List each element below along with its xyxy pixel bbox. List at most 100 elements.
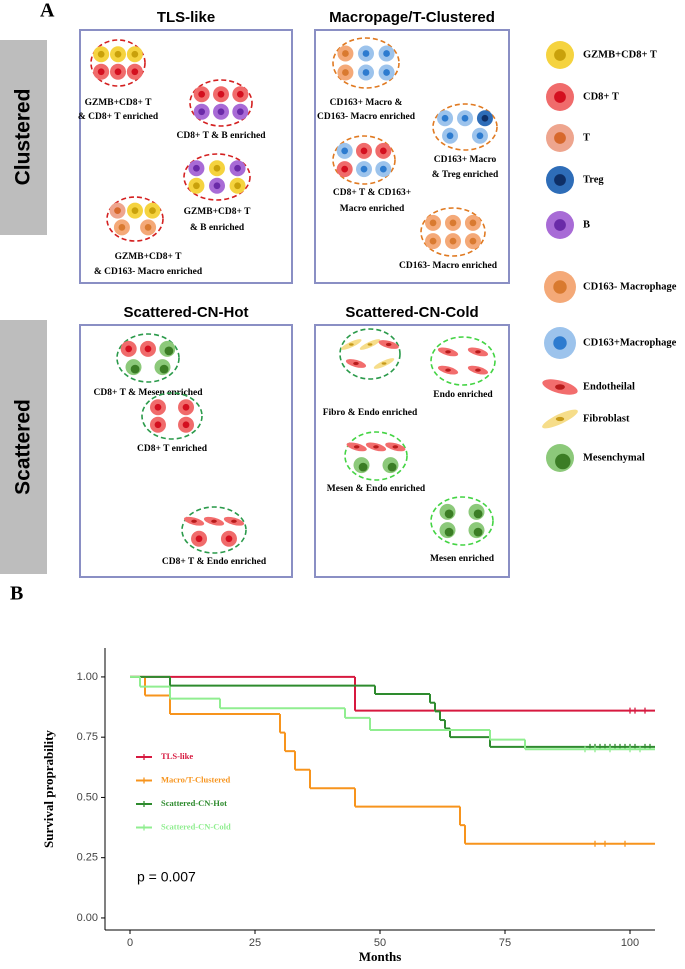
group-label: Fibro & Endo enriched bbox=[323, 408, 418, 418]
cell-nucleus bbox=[131, 207, 139, 214]
cell-nucleus bbox=[353, 361, 359, 366]
row-label: Scattered bbox=[12, 399, 35, 495]
cell-nucleus bbox=[555, 416, 565, 422]
cell-nucleus bbox=[97, 50, 105, 58]
cell-nucleus bbox=[469, 219, 477, 227]
cell-nucleus bbox=[131, 68, 139, 76]
cell-nucleus bbox=[236, 108, 244, 116]
cell-nucleus bbox=[182, 403, 190, 411]
row-band bbox=[0, 320, 47, 574]
cell-nucleus bbox=[125, 345, 133, 353]
cell-nucleus bbox=[97, 68, 105, 76]
cluster-ring bbox=[181, 506, 247, 554]
cell-nucleus bbox=[461, 114, 469, 122]
censor-mark bbox=[607, 746, 613, 753]
censor-mark bbox=[637, 746, 643, 753]
cell-nucleus bbox=[198, 90, 206, 98]
group-label: Mesen enriched bbox=[430, 554, 495, 564]
cell-nucleus bbox=[554, 174, 566, 186]
box bbox=[314, 29, 510, 284]
cell-nucleus bbox=[191, 519, 197, 523]
group-label: GZMB+CD8+ T bbox=[184, 207, 252, 217]
censor-mark bbox=[632, 707, 638, 714]
cell-nucleus bbox=[475, 368, 481, 372]
cell-nucleus bbox=[114, 68, 122, 76]
y-tick-label: 0.00 bbox=[77, 912, 98, 924]
cell-nucleus bbox=[379, 165, 387, 173]
group-label: & CD163- Macro enriched bbox=[94, 267, 203, 277]
cell-nucleus bbox=[360, 165, 368, 173]
cluster-ring bbox=[141, 392, 203, 440]
legend-label: CD163+Macrophage bbox=[583, 337, 677, 348]
group-label: CD163+ Macro & bbox=[330, 98, 403, 108]
legend-label: Mesenchymal bbox=[583, 452, 645, 463]
legend-label: CD8+ T bbox=[583, 91, 619, 102]
censor-mark bbox=[642, 707, 648, 714]
legend-label: Scattered-CN-Hot bbox=[161, 798, 227, 808]
cell-nucleus bbox=[211, 519, 217, 523]
cell-nucleus bbox=[353, 445, 360, 449]
box-title: Macropage/T-Clustered bbox=[329, 9, 495, 26]
legend-label: Scattered-CN-Cold bbox=[161, 821, 231, 831]
y-tick-label: 0.75 bbox=[77, 731, 98, 743]
cluster-ring bbox=[183, 153, 251, 201]
x-axis-label: Months bbox=[359, 949, 402, 964]
cell-nucleus bbox=[193, 164, 200, 172]
cluster-ring bbox=[116, 333, 180, 383]
cell-nucleus bbox=[555, 453, 571, 470]
legend-label: Endotheilal bbox=[583, 381, 635, 392]
annotation: p = 0.007 bbox=[137, 869, 196, 885]
x-tick-label: 100 bbox=[621, 937, 639, 949]
y-tick-label: 1.00 bbox=[77, 671, 98, 683]
cell-nucleus bbox=[469, 237, 477, 245]
cell-nucleus bbox=[182, 421, 190, 429]
box bbox=[79, 29, 293, 284]
censor-mark bbox=[592, 840, 598, 847]
cell-nucleus bbox=[476, 132, 484, 140]
cell-nucleus bbox=[149, 207, 156, 214]
cell-nucleus bbox=[475, 350, 481, 354]
box bbox=[79, 324, 293, 578]
box-title: TLS-like bbox=[157, 9, 215, 26]
cell-nucleus bbox=[358, 462, 368, 472]
group-label: GZMB+CD8+ T bbox=[115, 252, 183, 262]
cell-nucleus bbox=[131, 50, 139, 58]
cell-nucleus bbox=[144, 224, 152, 231]
group-label: & Treg enriched bbox=[432, 170, 499, 180]
cluster-ring bbox=[430, 336, 496, 386]
cell-nucleus bbox=[362, 69, 370, 76]
group-label: CD163+ Macro bbox=[434, 155, 497, 165]
cell-nucleus bbox=[554, 132, 566, 144]
cell-nucleus bbox=[341, 165, 349, 173]
cell-nucleus bbox=[554, 49, 566, 61]
cell-nucleus bbox=[217, 90, 225, 98]
group-label: CD163- Macro enriched bbox=[317, 112, 416, 122]
legend-label: CD163- Macrophage bbox=[583, 281, 677, 292]
cell-nucleus bbox=[234, 164, 241, 172]
row-band bbox=[0, 40, 47, 235]
cell-nucleus bbox=[114, 207, 121, 214]
cell-nucleus bbox=[236, 90, 244, 98]
box bbox=[314, 324, 510, 578]
group-label: GZMB+CD8+ T bbox=[85, 98, 153, 108]
box-title: Scattered-CN-Hot bbox=[123, 304, 248, 321]
cell-nucleus bbox=[360, 147, 368, 155]
group-label: CD163- Macro enriched bbox=[399, 261, 498, 271]
y-axis-label: Survival proprability bbox=[41, 730, 56, 848]
cell-nucleus bbox=[213, 182, 221, 190]
group-label: CD8+ T enriched bbox=[137, 444, 208, 454]
cell-nucleus bbox=[217, 108, 225, 116]
cell-nucleus bbox=[130, 364, 140, 374]
cell-nucleus bbox=[445, 368, 451, 372]
cell-nucleus bbox=[449, 219, 457, 227]
cell-nucleus bbox=[554, 219, 566, 231]
cluster-ring bbox=[189, 79, 253, 127]
legend-label: T bbox=[583, 132, 590, 143]
legend-label: GZMB+CD8+ T bbox=[583, 49, 657, 60]
cell-nucleus bbox=[385, 342, 392, 347]
y-tick-label: 0.50 bbox=[77, 791, 98, 803]
group-label: CD8+ T & CD163+ bbox=[333, 188, 411, 198]
x-tick-label: 0 bbox=[127, 937, 133, 949]
group-label: CD8+ T & Mesen enriched bbox=[93, 388, 203, 398]
